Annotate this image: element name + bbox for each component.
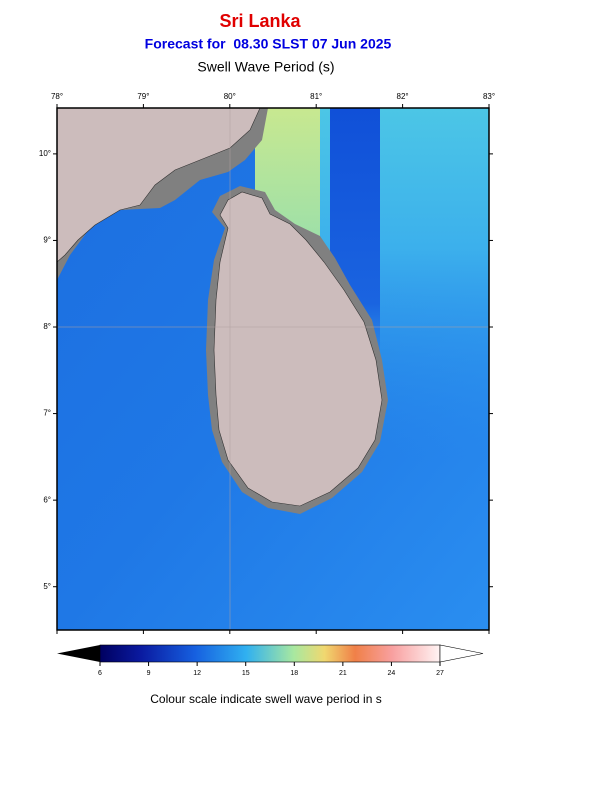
lon-tick-label: 83°: [483, 92, 495, 101]
colorbar-tick-label: 15: [242, 670, 250, 677]
lon-tick-label: 78°: [51, 92, 63, 101]
colorbar-tick-label: 9: [147, 670, 151, 677]
india: [57, 108, 261, 263]
colorbar-high: [439, 644, 484, 663]
colorbar-tick-label: 12: [193, 670, 201, 677]
colorbar-low: [57, 645, 100, 662]
colorbar-tick-label: 21: [339, 670, 347, 677]
colorbar-tick-label: 27: [436, 670, 444, 677]
map-frame: [56, 107, 490, 631]
colorbar-caption: Colour scale indicate swell wave period …: [150, 692, 381, 706]
colorbar-tick-label: 6: [98, 670, 102, 677]
sri-lanka: [213, 191, 383, 507]
lon-tick-label: 81°: [310, 92, 322, 101]
subtitle: Forecast for 08.30 SLST 07 Jun 2025: [145, 36, 392, 52]
colorbar-tick-label: 24: [388, 670, 396, 677]
map-field: [57, 108, 489, 630]
lon-tick-label: 82°: [397, 92, 409, 101]
colorbar: [99, 644, 441, 663]
lat-tick-label: 8°: [43, 322, 51, 331]
lat-tick-label: 9°: [43, 236, 51, 245]
title: Sri Lanka: [219, 11, 301, 31]
lat-tick-label: 5°: [43, 582, 51, 591]
lon-tick-label: 80°: [224, 92, 236, 101]
lat-tick-label: 7°: [43, 409, 51, 418]
lat-tick-label: 6°: [43, 495, 51, 504]
colorbar-tick-label: 18: [290, 670, 298, 677]
parameter: Swell Wave Period (s): [197, 59, 334, 75]
lat-tick-label: 10°: [39, 149, 51, 158]
lon-tick-label: 79°: [137, 92, 149, 101]
